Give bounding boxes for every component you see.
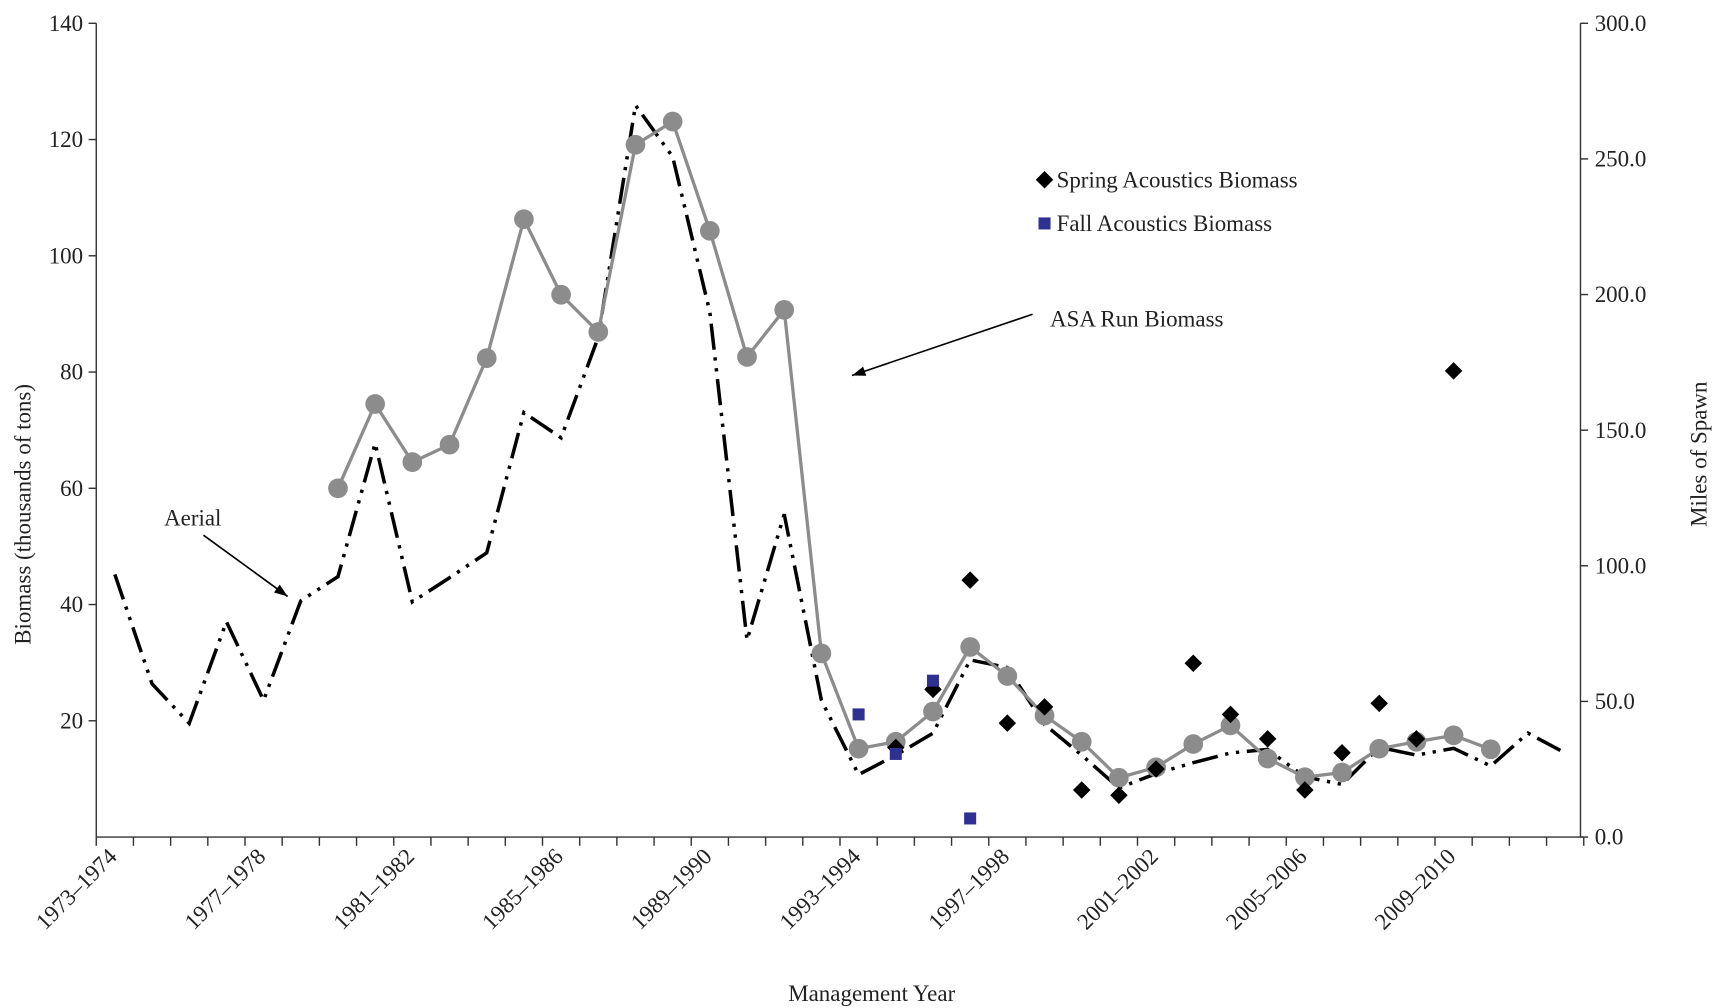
point xyxy=(926,674,939,687)
point xyxy=(1109,767,1129,788)
y2-tick-label: 300.0 xyxy=(1595,11,1647,36)
y-tick-label: 40 xyxy=(60,592,83,617)
y2-axis-label: Miles of Spawn xyxy=(1686,381,1711,527)
point xyxy=(961,571,979,589)
y-tick-label: 100 xyxy=(49,243,83,268)
point xyxy=(852,708,865,721)
annotation-arrowhead xyxy=(273,584,288,597)
point xyxy=(1407,730,1426,748)
point xyxy=(848,738,869,759)
point xyxy=(1258,730,1277,748)
annotation: Aerial xyxy=(164,505,221,530)
point xyxy=(662,111,683,132)
point xyxy=(1333,744,1351,762)
point xyxy=(1220,715,1241,736)
y-tick-label: 60 xyxy=(60,476,83,501)
point xyxy=(997,666,1018,686)
y-tick-label: 140 xyxy=(49,11,83,36)
y2-tick-label: 250.0 xyxy=(1595,147,1647,172)
annotation-arrow xyxy=(851,313,1033,377)
series-line xyxy=(336,119,1492,780)
x-tick-label: 1989–1990 xyxy=(626,844,717,935)
point xyxy=(1370,694,1388,713)
x-tick-label: 1993–1994 xyxy=(775,843,866,934)
annotation-arrowhead xyxy=(852,366,867,376)
x-tick-label: 1977–1978 xyxy=(180,844,271,935)
point xyxy=(1332,762,1352,783)
y2-tick-label: 150.0 xyxy=(1595,418,1647,443)
annotation: ASA Run Biomass xyxy=(1050,306,1224,331)
point xyxy=(1038,217,1051,230)
point xyxy=(1071,731,1092,752)
point xyxy=(514,209,534,230)
point xyxy=(1147,760,1165,778)
point xyxy=(365,394,385,414)
point xyxy=(1257,748,1278,769)
x-tick-label: 1973–1974 xyxy=(31,843,122,934)
x-tick-label: 2001–2002 xyxy=(1072,844,1163,935)
legend-label: Fall Acoustics Biomass xyxy=(1057,211,1273,236)
point xyxy=(1184,654,1203,673)
x-tick-label: 1981–1982 xyxy=(328,844,419,935)
y2-tick-label: 50.0 xyxy=(1595,689,1635,714)
annotation-arrow xyxy=(202,534,289,598)
legend-label: Spring Acoustics Biomass xyxy=(1057,167,1298,192)
point xyxy=(1072,781,1091,799)
point xyxy=(964,812,977,825)
point xyxy=(889,747,902,760)
x-tick-label: 1985–1986 xyxy=(477,844,568,935)
x-tick-label: 2005–2006 xyxy=(1221,844,1312,935)
point xyxy=(1183,734,1204,754)
point xyxy=(1221,705,1240,724)
point xyxy=(700,220,720,241)
point xyxy=(328,478,348,499)
point xyxy=(1295,767,1315,788)
point xyxy=(737,347,757,367)
y2-tick-label: 100.0 xyxy=(1595,553,1647,578)
point xyxy=(923,701,943,722)
y-tick-label: 80 xyxy=(60,360,83,385)
y-tick-label: 120 xyxy=(49,127,83,152)
point xyxy=(1110,786,1128,804)
point xyxy=(774,300,795,320)
point xyxy=(1035,170,1054,189)
point xyxy=(1444,362,1463,380)
point xyxy=(476,348,497,368)
point xyxy=(1035,698,1054,716)
point xyxy=(811,643,832,664)
y2-tick-label: 0.0 xyxy=(1595,825,1624,850)
y-tick-label: 20 xyxy=(60,708,83,733)
series-line xyxy=(113,100,1566,790)
point xyxy=(960,637,980,657)
point xyxy=(402,452,423,472)
point xyxy=(1369,738,1390,759)
point xyxy=(1480,739,1501,760)
point xyxy=(1443,725,1464,746)
x-tick-label: 1997–1998 xyxy=(923,844,1014,935)
x-axis-label: Management Year xyxy=(788,981,955,1006)
point xyxy=(998,714,1017,732)
x-tick-label: 2009–2010 xyxy=(1370,844,1461,935)
point xyxy=(439,434,460,455)
point xyxy=(1296,781,1314,799)
y-axis-label: Biomass (thousands of tons) xyxy=(11,384,36,645)
point xyxy=(551,284,571,305)
point xyxy=(588,322,609,342)
y2-tick-label: 200.0 xyxy=(1595,282,1647,307)
point xyxy=(625,134,646,155)
